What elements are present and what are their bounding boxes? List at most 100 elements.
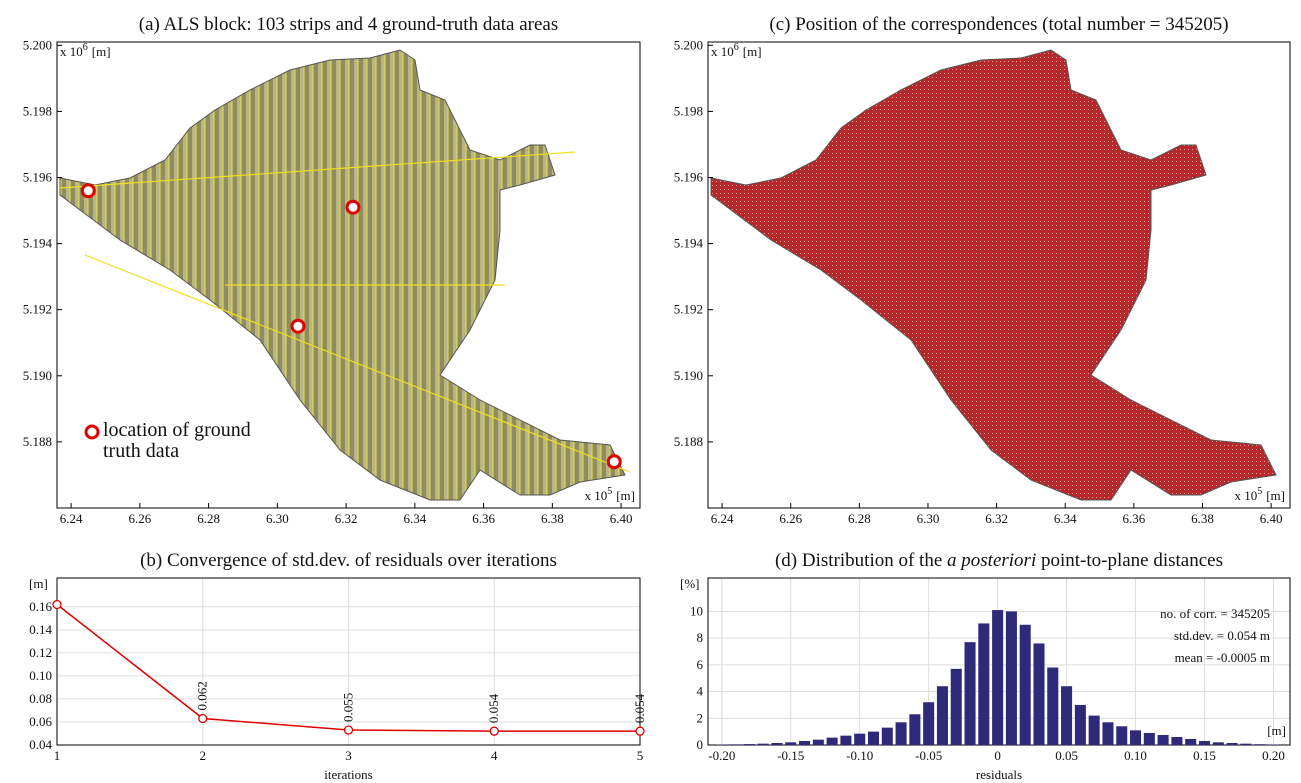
ground-truth-point xyxy=(292,320,304,332)
bar xyxy=(744,744,755,745)
x-tick-label: 6.32 xyxy=(335,511,358,526)
chart-title: (b) Convergence of std.dev. of residuals… xyxy=(140,550,557,571)
y-tick-label: 5.188 xyxy=(23,434,52,449)
x-tick-label: 6.32 xyxy=(985,511,1008,526)
x-tick-label: 3 xyxy=(345,748,352,763)
unit-exp: 6 xyxy=(83,42,88,53)
bar xyxy=(937,686,948,745)
figure: (a) ALS block: 103 strips and 4 ground-t… xyxy=(0,0,1301,783)
ground-truth-point xyxy=(608,456,620,468)
bar xyxy=(896,722,907,745)
y-axis-label: [%] xyxy=(680,576,700,591)
x-tick-label: 4 xyxy=(491,748,498,763)
y-tick-label: 5.200 xyxy=(23,37,52,52)
bar xyxy=(1006,611,1017,745)
chart-title: (c) Position of the correspondences (tot… xyxy=(769,14,1228,35)
x-tick-label: -0.05 xyxy=(915,748,942,763)
x-tick-label: 6.30 xyxy=(917,511,940,526)
bar xyxy=(1144,733,1155,745)
unit-exp: 6 xyxy=(734,42,739,53)
legend-label: location of ground truth data xyxy=(103,420,278,462)
y-tick-label: 5.196 xyxy=(674,170,704,185)
bar xyxy=(1047,668,1058,745)
point xyxy=(53,600,61,608)
value-label: 0.054 xyxy=(486,693,501,723)
bar xyxy=(868,732,879,745)
y-tick-label: 5.190 xyxy=(674,368,703,383)
x-tick-label: 2 xyxy=(200,748,207,763)
bar xyxy=(771,743,782,745)
ground-truth-point xyxy=(347,201,359,213)
y-tick-label: 4 xyxy=(697,684,704,699)
bar xyxy=(992,610,1003,745)
bar xyxy=(813,740,824,745)
bar xyxy=(1033,643,1044,745)
title-part: a posteriori xyxy=(947,550,1036,571)
unit-m: [m] xyxy=(1266,488,1285,503)
y-tick-label: 5.190 xyxy=(23,368,52,383)
bar xyxy=(758,744,769,745)
bar xyxy=(785,742,796,745)
y-tick-label: 6 xyxy=(697,657,704,672)
bar xyxy=(978,623,989,745)
y-tick-label: 5.194 xyxy=(23,236,53,251)
annotation: mean = -0.0005 m xyxy=(1175,650,1270,665)
x-tick-label: 1 xyxy=(54,748,61,763)
y-tick-label: 5.192 xyxy=(23,302,52,317)
y-tick-label: 0.04 xyxy=(29,737,52,752)
x-tick-label: 0.05 xyxy=(1055,748,1078,763)
x-tick-label: 6.34 xyxy=(403,511,426,526)
x-tick-label: 6.36 xyxy=(472,511,495,526)
annotation: no. of corr. = 345205 xyxy=(1160,606,1270,621)
unit-exp: 5 xyxy=(607,486,612,497)
title-part: point-to-plane distances xyxy=(1036,550,1223,571)
bar xyxy=(923,702,934,745)
x-tick-label: -0.20 xyxy=(708,748,735,763)
y-tick-label: 2 xyxy=(697,710,704,725)
terrain-correspondences xyxy=(711,50,1276,500)
x-tick-label: 5 xyxy=(637,748,644,763)
value-label: 0.054 xyxy=(632,693,647,723)
x-tick-label: -0.10 xyxy=(846,748,873,763)
x-tick-label: 6.24 xyxy=(60,511,83,526)
x-unit: [m] xyxy=(1267,723,1286,738)
bar xyxy=(951,669,962,745)
axis-unit: x 105[m] xyxy=(1234,486,1285,503)
y-tick-label: 5.198 xyxy=(23,103,52,118)
y-axis-label: [m] xyxy=(29,576,48,591)
y-tick-label: 0.12 xyxy=(29,645,52,660)
bar xyxy=(1199,741,1210,745)
y-tick-label: 0 xyxy=(697,737,704,752)
unit-m: [m] xyxy=(616,488,635,503)
point xyxy=(490,727,498,735)
x-tick-label: 0.15 xyxy=(1193,748,1216,763)
x-tick-label: 6.30 xyxy=(266,511,289,526)
bar xyxy=(1089,716,1100,745)
x-tick-label: 0 xyxy=(994,748,1001,763)
value-label: 0.055 xyxy=(341,693,356,722)
bar xyxy=(1254,744,1265,745)
y-tick-label: 5.188 xyxy=(674,434,703,449)
bar xyxy=(1185,739,1196,745)
bar xyxy=(1075,705,1086,745)
unit-base: x 10 xyxy=(584,488,607,503)
unit-m: [m] xyxy=(743,44,762,59)
axis-unit: x 106[m] xyxy=(711,42,762,59)
y-tick-label: 0.14 xyxy=(29,622,52,637)
y-tick-label: 5.200 xyxy=(674,37,703,52)
bar xyxy=(1240,744,1251,745)
ground-truth-point xyxy=(82,185,94,197)
chart-title: (a) ALS block: 103 strips and 4 ground-t… xyxy=(139,14,558,35)
bar xyxy=(1116,726,1127,745)
y-tick-label: 0.06 xyxy=(29,714,52,729)
annotation: std.dev. = 0.054 m xyxy=(1174,628,1270,643)
legend-box: location of ground truth data xyxy=(103,420,278,480)
bar xyxy=(1158,735,1169,745)
bar xyxy=(1102,722,1113,745)
bar xyxy=(1213,742,1224,745)
x-tick-label: 6.28 xyxy=(848,511,871,526)
point xyxy=(345,726,353,734)
bar xyxy=(827,738,838,745)
chart-title: (d) Distribution of the a posteriori poi… xyxy=(775,550,1223,571)
bar xyxy=(965,642,976,745)
